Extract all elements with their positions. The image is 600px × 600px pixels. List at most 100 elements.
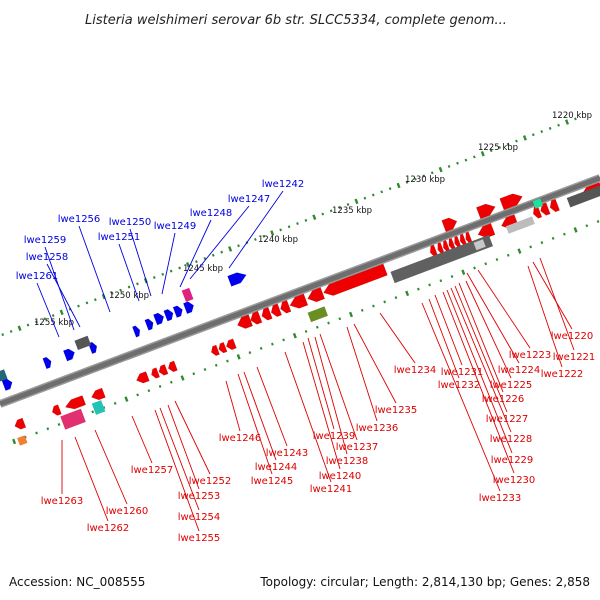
lower-scale-tick [248,351,252,355]
reverse-gene-label: lwe1223 [509,350,552,361]
scale-tick [338,206,341,210]
lower-scale-tick [136,393,139,397]
lower-scale-tick [417,287,420,291]
forward-gene-label: lwe1258 [26,252,69,263]
lower-scale-tick [506,253,510,257]
reverse-gene [289,293,309,309]
reverse-leader-line [243,371,277,461]
reverse-leader-line [174,400,211,475]
lower-scale-tick [282,338,285,342]
scale-tick [414,177,417,181]
genome-backbone [0,174,600,408]
forward-gene-blue [144,318,154,331]
scale-tick [531,133,535,137]
scale-tick [540,130,544,134]
forward-gene-teal [0,369,8,385]
label-leader-lines [36,190,575,532]
lower-scale-tick [327,321,330,325]
lower-scale-tick [292,332,297,339]
forward-gene-blue [172,305,183,318]
lower-scale-tick [180,375,185,381]
scale-tick [515,139,518,143]
scale-tick [17,325,22,332]
forward-gene-label: lwe1251 [98,232,141,243]
kbp-scale: 1220 kbp 1225 kbp 1230 kbp 1235 kbp 1240 kbp… [1,111,600,445]
lower-scale-tick [360,308,364,312]
lower-scale-tick [372,304,375,308]
scale-tick [565,119,570,125]
scale-tick [371,193,375,197]
kbp-marker-label: 1225 kbp [478,143,518,153]
reverse-gene-olive [307,306,328,323]
gene-features [0,182,600,446]
lower-scale-tick [315,325,319,329]
scale-tick [287,225,291,229]
lower-scale-tick [113,401,117,405]
lower-scale-tick [35,431,38,435]
scale-tick [51,314,55,318]
lower-scale-tick [551,236,555,240]
lower-scale-tick [259,346,263,350]
reverse-gene [250,310,263,325]
lower-scale-tick [236,354,241,360]
reverse-leader-line [353,323,397,404]
scale-tick [220,250,224,254]
scale-tick [456,161,459,165]
reverse-gene-label: lwe1240 [319,471,362,482]
scale-tick [59,309,64,316]
forward-leader-line [36,282,60,338]
forward-gene-blue [42,356,52,370]
reverse-leader-line [532,261,573,330]
reverse-gene-lower [158,364,169,376]
reverse-gene-label: lwe1231 [441,367,484,378]
reverse-leader-line [421,302,501,492]
scale-tick [447,164,451,168]
reverse-leader-line [307,337,335,430]
forward-gene-label: lwe1249 [154,221,197,232]
reverse-gene-lower [14,417,27,430]
reverse-gene [307,287,326,303]
scale-tick [430,171,434,175]
lower-scale-tick [405,290,410,297]
scale-tick [119,288,122,292]
scale-tick [321,212,325,216]
scale-tick [472,155,476,159]
scale-tick [43,317,47,321]
kbp-marker-label: 1230 kbp [405,175,445,185]
scale-tick [110,291,114,295]
reverse-gene-lower [151,367,161,379]
reverse-gene-label: lwe1246 [219,433,262,444]
reverse-gene-orange [17,435,28,446]
genome-summary-text: Topology: circular; Length: 2,814,130 bp… [259,575,590,589]
forward-gene-blue [182,301,194,315]
lower-scale-tick [596,220,600,223]
forward-leader-line [189,205,250,280]
forward-gene-blue [227,272,247,287]
lower-scale-tick [214,363,218,367]
kbp-marker-label: 1255 kbp [34,318,74,328]
reverse-leader-line [465,280,512,379]
scale-tick [237,244,240,248]
forward-leader-line [129,228,152,297]
reverse-leader-line [131,415,153,464]
forward-gene-label: lwe1250 [109,217,152,228]
lower-scale-tick [46,427,50,431]
kbp-marker-label: 1235 kbp [332,206,372,216]
reverse-gene-label: lwe1263 [41,496,84,507]
reverse-gene-lower [51,404,62,416]
lower-scale-tick [394,296,398,300]
reverse-leader-line [314,336,348,455]
reverse-gene [549,198,560,213]
forward-gene [475,203,496,220]
forward-gene-label: lwe1248 [190,208,233,219]
lower-scale-tick [338,317,342,321]
reverse-gene-label: lwe1245 [251,476,294,487]
reverse-gene-label: lwe1255 [178,533,221,544]
scale-tick [211,253,215,257]
reverse-leader-line [442,291,515,474]
lower-scale-tick [529,245,533,249]
lower-scale-tick [124,396,129,402]
reverse-leader-line [319,333,358,441]
reverse-gene-label: lwe1236 [356,423,399,434]
